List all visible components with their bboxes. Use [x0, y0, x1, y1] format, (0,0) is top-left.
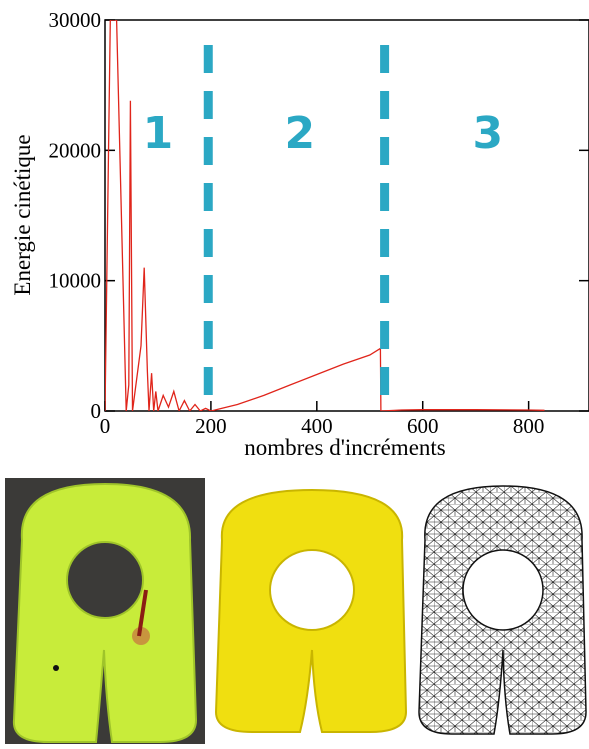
x-tick-label: 800 [513, 414, 545, 438]
x-axis-title: nombres d'incréments [244, 435, 446, 460]
region-label: 1 [143, 108, 174, 159]
y-tick-label: 10000 [49, 269, 102, 293]
figure: Energie cinétique nombres d'incréments 0… [0, 0, 589, 744]
photo-panel [5, 478, 205, 744]
x-tick-label: 0 [100, 414, 111, 438]
x-tick-label: 200 [195, 414, 227, 438]
y-axis-title: Energie cinétique [10, 134, 35, 295]
region-label: 2 [285, 108, 316, 159]
region-label: 3 [473, 108, 504, 159]
mesh-panel [419, 486, 586, 734]
x-tick-label: 600 [407, 414, 439, 438]
plot-frame [105, 20, 589, 411]
render-panel [216, 490, 406, 732]
y-tick-label: 30000 [49, 8, 102, 32]
x-tick-label: 400 [301, 414, 333, 438]
y-tick-label: 20000 [49, 138, 102, 162]
data-line [105, 20, 545, 411]
